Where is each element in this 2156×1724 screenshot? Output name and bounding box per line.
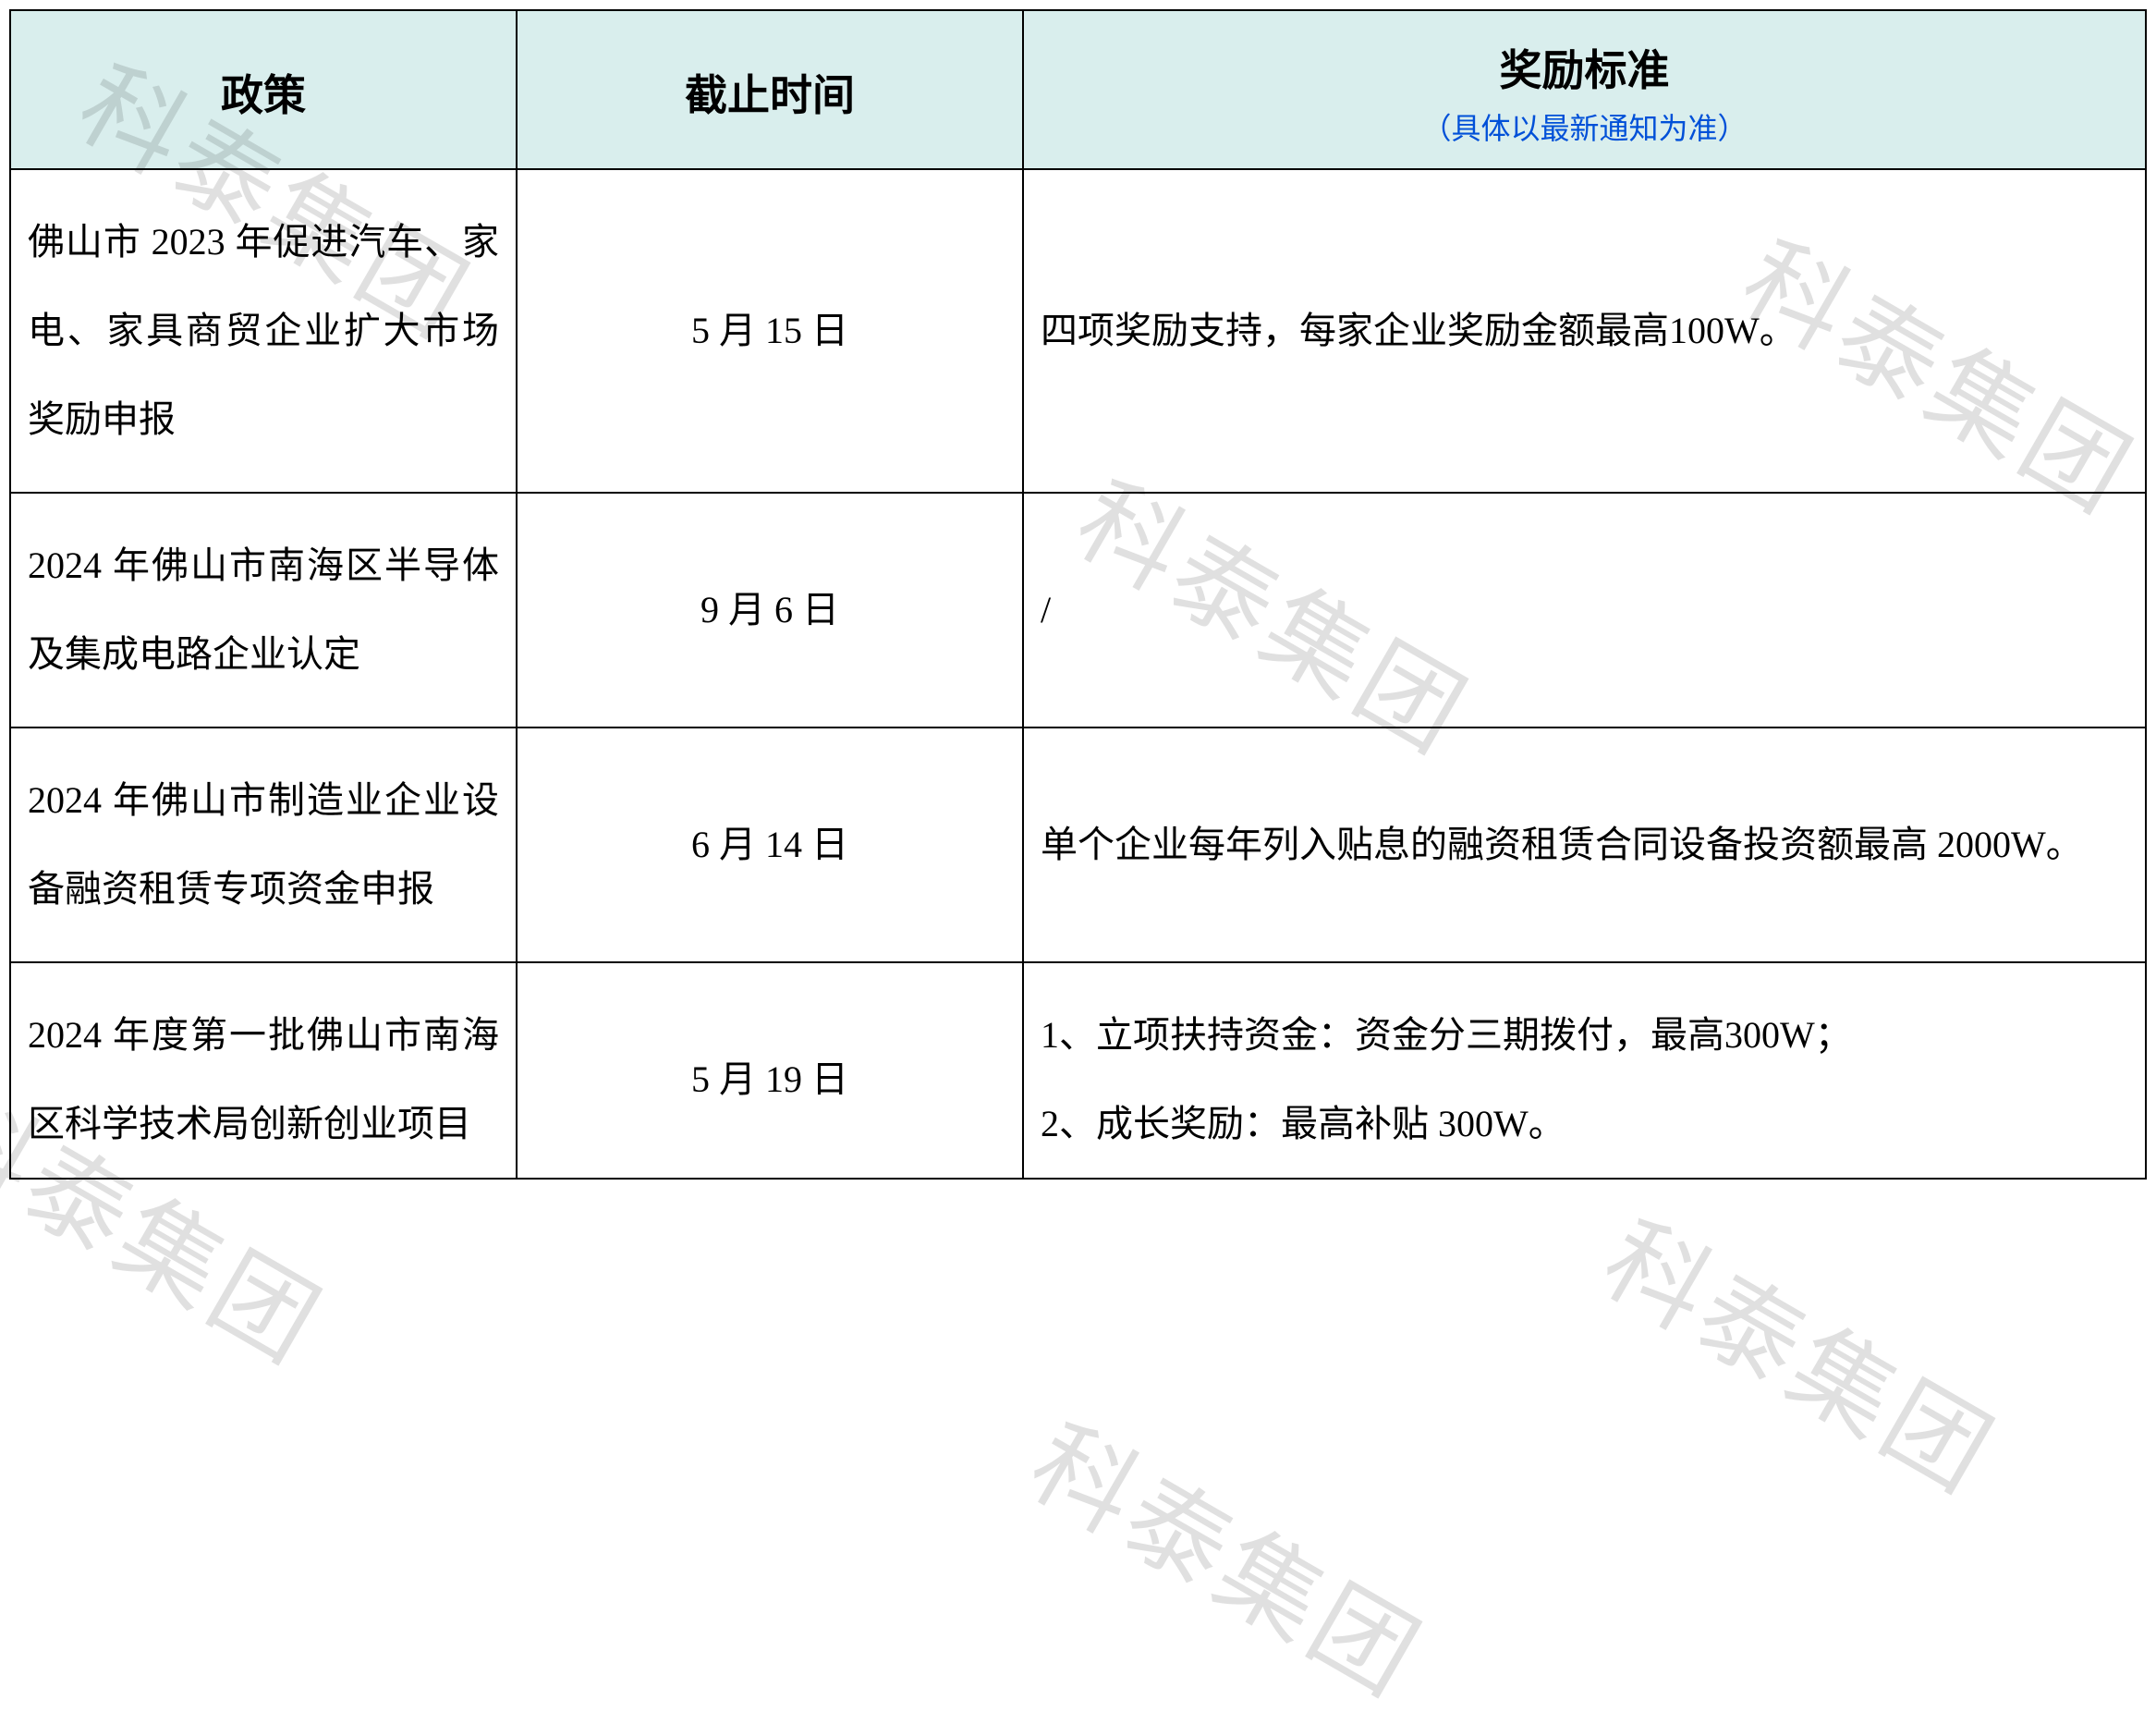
cell-policy: 佛山市 2023 年促进汽车、家电、家具商贸企业扩大市场奖励申报 xyxy=(10,169,517,493)
policy-table: 政策 截止时间 奖励标准 （具体以最新通知为准） 佛山市 2023 年促进汽车、… xyxy=(9,9,2147,1180)
header-reward-sub: （具体以最新通知为准） xyxy=(1033,105,2136,148)
cell-policy: 2024 年佛山市制造业企业设备融资租赁专项资金申报 xyxy=(10,728,517,962)
cell-reward: 四项奖励支持，每家企业奖励金额最高100W。 xyxy=(1023,169,2146,493)
table-header-row: 政策 截止时间 奖励标准 （具体以最新通知为准） xyxy=(10,10,2146,169)
header-deadline: 截止时间 xyxy=(517,10,1023,169)
cell-reward: / xyxy=(1023,493,2146,728)
table-row: 2024 年佛山市南海区半导体及集成电路企业认定 9 月 6 日 / xyxy=(10,493,2146,728)
header-policy-label: 政策 xyxy=(221,72,306,119)
cell-deadline: 6 月 14 日 xyxy=(517,728,1023,962)
header-reward-label: 奖励标准 xyxy=(1500,47,1670,94)
table-row: 2024 年佛山市制造业企业设备融资租赁专项资金申报 6 月 14 日 单个企业… xyxy=(10,728,2146,962)
cell-reward: 单个企业每年列入贴息的融资租赁合同设备投资额最高 2000W。 xyxy=(1023,728,2146,962)
header-reward: 奖励标准 （具体以最新通知为准） xyxy=(1023,10,2146,169)
header-deadline-label: 截止时间 xyxy=(685,72,855,119)
table-row: 佛山市 2023 年促进汽车、家电、家具商贸企业扩大市场奖励申报 5 月 15 … xyxy=(10,169,2146,493)
watermark-text: 科泰集团 xyxy=(1008,1382,1454,1724)
table-row: 2024 年度第一批佛山市南海区科学技术局创新创业项目 5 月 19 日 1、立… xyxy=(10,962,2146,1179)
cell-reward: 1、立项扶持资金：资金分三期拨付，最高300W；2、成长奖励：最高补贴 300W… xyxy=(1023,962,2146,1179)
policy-table-container: 政策 截止时间 奖励标准 （具体以最新通知为准） 佛山市 2023 年促进汽车、… xyxy=(9,9,2147,1180)
header-policy: 政策 xyxy=(10,10,517,169)
watermark-text: 科泰集团 xyxy=(1581,1179,2027,1522)
cell-deadline: 5 月 19 日 xyxy=(517,962,1023,1179)
cell-policy: 2024 年佛山市南海区半导体及集成电路企业认定 xyxy=(10,493,517,728)
cell-deadline: 5 月 15 日 xyxy=(517,169,1023,493)
cell-policy: 2024 年度第一批佛山市南海区科学技术局创新创业项目 xyxy=(10,962,517,1179)
cell-deadline: 9 月 6 日 xyxy=(517,493,1023,728)
